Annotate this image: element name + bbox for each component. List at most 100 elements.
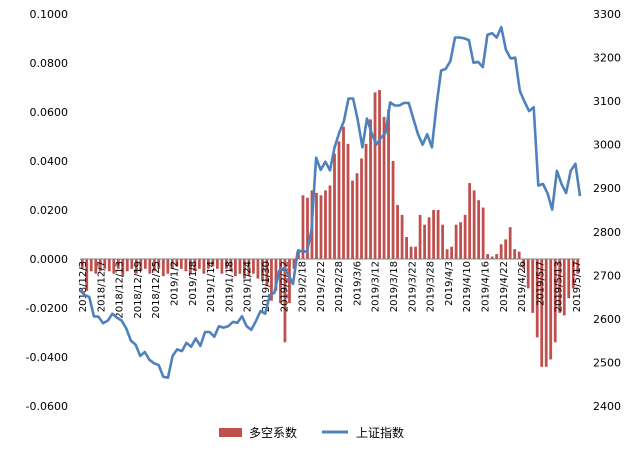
- right-tick-label: 2500: [593, 356, 621, 369]
- bar: [139, 259, 143, 272]
- right-tick-label: 2900: [593, 182, 621, 195]
- legend: 多空系数 上证指数: [219, 425, 404, 440]
- bar: [414, 246, 417, 259]
- bar: [220, 259, 224, 274]
- bar: [161, 259, 165, 277]
- bar: [396, 205, 399, 259]
- bar: [206, 259, 210, 269]
- bar: [477, 200, 481, 259]
- bar: [112, 259, 116, 274]
- bar: [143, 259, 147, 269]
- bar: [166, 259, 170, 274]
- bar: [486, 254, 490, 259]
- bar: [80, 259, 84, 269]
- bar: [211, 259, 215, 267]
- bar: [170, 259, 174, 269]
- bar: [288, 259, 291, 304]
- bar: [432, 210, 435, 259]
- x-tick-label: 2019/3/18: [389, 261, 400, 312]
- bar: [423, 224, 426, 259]
- left-tick-label: 0.0000: [30, 253, 69, 266]
- bar: [351, 180, 354, 259]
- x-tick-label: 2019/3/28: [426, 261, 437, 312]
- bar: [481, 207, 485, 259]
- x-tick-label: 2019/5/13: [554, 261, 565, 312]
- bar: [472, 190, 476, 259]
- bar: [328, 185, 332, 259]
- bar: [364, 143, 368, 259]
- bar: [531, 259, 535, 313]
- bar: [193, 259, 197, 272]
- bar: [549, 259, 553, 360]
- bar: [400, 214, 404, 259]
- bar: [197, 259, 201, 269]
- bar: [324, 190, 327, 259]
- x-tick-label: 2019/5/17: [572, 261, 583, 312]
- x-tick-label: 2018/12/3: [78, 261, 89, 312]
- left-axis: 0.1000 0.0800 0.0600 0.0400 0.0200 0.0000 -0.0…: [26, 8, 68, 413]
- bar: [544, 259, 548, 367]
- bar: [418, 214, 422, 259]
- bar: [409, 246, 413, 259]
- x-tick-label: 2019/1/30: [261, 261, 272, 312]
- bar: [274, 259, 278, 291]
- bar: [346, 143, 350, 259]
- bar: [535, 259, 539, 338]
- bar: [459, 222, 463, 259]
- bar: [427, 217, 431, 259]
- bar: [517, 251, 521, 259]
- bar: [445, 249, 449, 259]
- bar: [279, 259, 282, 304]
- x-tick-label: 2019/2/18: [298, 261, 309, 312]
- bar: [184, 259, 188, 272]
- x-tick-label: 2019/3/12: [371, 261, 382, 312]
- x-tick-label: 2019/1/8: [188, 261, 199, 306]
- bar: [463, 214, 467, 259]
- left-tick-label: 0.1000: [30, 8, 69, 21]
- bar: [94, 259, 98, 274]
- bar: [450, 246, 454, 259]
- right-tick-label: 2800: [593, 226, 621, 239]
- x-tick-label: 2019/3/6: [352, 261, 363, 306]
- bar: [107, 259, 111, 272]
- bar: [301, 195, 305, 259]
- bar: [85, 259, 89, 291]
- bar: [508, 227, 512, 259]
- bar: [553, 259, 557, 343]
- bar: [382, 116, 386, 260]
- right-tick-label: 2600: [593, 313, 621, 326]
- bar: [188, 259, 192, 274]
- bar: [495, 254, 499, 259]
- x-tick-label: 2019/3/22: [407, 261, 418, 312]
- x-tick-label: 2018/12/25: [151, 261, 162, 319]
- x-tick-label: 2018/12/13: [115, 261, 126, 319]
- x-tick-label: 2019/1/24: [243, 261, 254, 312]
- x-tick-label: 2018/12/19: [133, 261, 144, 319]
- x-tick-label: 2019/1/18: [224, 261, 235, 312]
- bar: [571, 259, 575, 289]
- left-tick-label: 0.0200: [30, 204, 69, 217]
- bar: [229, 259, 233, 272]
- bar: [315, 192, 318, 259]
- bar: [540, 259, 544, 367]
- bar: [256, 259, 260, 279]
- bar: [355, 173, 359, 259]
- bar-series: [80, 89, 580, 367]
- bar: [576, 259, 580, 274]
- left-tick-label: 0.0600: [30, 106, 69, 119]
- bar: [234, 259, 237, 277]
- x-tick-label: 2019/2/22: [316, 261, 327, 312]
- left-tick-label: 0.0800: [30, 57, 69, 70]
- bar: [175, 259, 179, 267]
- x-tick-label: 2019/4/16: [481, 261, 492, 312]
- bar: [247, 259, 251, 277]
- bar: [490, 256, 494, 259]
- legend-label-line: 上证指数: [356, 425, 404, 440]
- bar: [504, 239, 508, 259]
- bar: [148, 259, 152, 274]
- left-tick-label: -0.0400: [26, 351, 68, 364]
- bar: [283, 259, 287, 343]
- bar: [130, 259, 134, 269]
